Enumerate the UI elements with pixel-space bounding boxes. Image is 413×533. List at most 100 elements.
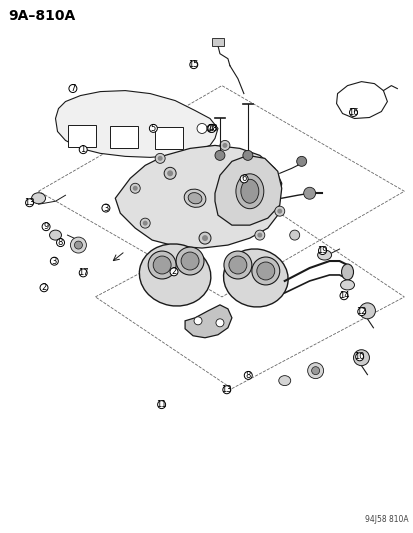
Bar [155,127,183,149]
Bar [211,38,223,46]
Text: 3: 3 [52,257,57,265]
Circle shape [167,171,173,176]
Circle shape [207,124,216,132]
Text: 6: 6 [241,174,246,183]
Circle shape [199,232,211,244]
Ellipse shape [139,244,210,306]
Circle shape [307,362,323,378]
Circle shape [256,262,274,280]
Circle shape [42,223,50,231]
Circle shape [74,241,82,249]
Circle shape [79,146,87,154]
Circle shape [216,319,223,327]
Text: 17: 17 [78,269,88,277]
Ellipse shape [317,250,331,260]
Text: 3: 3 [103,204,108,213]
Polygon shape [185,305,231,338]
Polygon shape [214,156,281,225]
Ellipse shape [340,280,354,290]
Circle shape [274,206,284,216]
Circle shape [153,256,171,274]
Circle shape [228,256,246,274]
Text: 19: 19 [316,246,327,255]
Ellipse shape [50,230,62,240]
Circle shape [289,230,299,240]
Circle shape [339,292,347,300]
Text: 10: 10 [354,352,364,361]
Circle shape [149,124,157,132]
Circle shape [223,251,251,279]
Circle shape [353,350,368,366]
Circle shape [244,372,252,379]
Circle shape [296,156,306,166]
Text: 4: 4 [208,124,213,133]
Bar [110,126,138,148]
Polygon shape [55,91,217,157]
Polygon shape [115,146,281,248]
Circle shape [311,367,319,375]
Text: 5: 5 [150,124,156,133]
Circle shape [254,230,264,240]
Text: 94J58 810A: 94J58 810A [364,515,407,524]
Circle shape [357,308,365,316]
Text: 16: 16 [347,108,358,117]
Text: 13: 13 [24,198,35,207]
Circle shape [130,183,140,193]
Text: 18: 18 [206,124,217,133]
Circle shape [194,317,202,325]
Text: 2: 2 [171,268,176,276]
Circle shape [26,199,33,207]
Ellipse shape [341,264,353,280]
Text: 11: 11 [156,400,166,409]
Circle shape [355,353,363,361]
Text: 9: 9 [43,222,49,231]
Circle shape [240,175,247,183]
Circle shape [142,221,147,225]
Circle shape [303,187,315,199]
Circle shape [206,124,215,132]
Text: 12: 12 [356,307,366,316]
Circle shape [349,108,356,116]
Ellipse shape [240,179,258,203]
Ellipse shape [31,193,45,204]
Circle shape [197,124,206,133]
Circle shape [69,85,77,93]
Circle shape [157,401,165,409]
Circle shape [176,247,204,275]
Circle shape [79,269,87,277]
Circle shape [202,235,207,241]
Text: 9A–810A: 9A–810A [9,9,76,23]
Circle shape [102,204,109,212]
Circle shape [358,303,375,319]
Ellipse shape [188,192,202,204]
Text: 15: 15 [188,60,199,69]
Circle shape [242,150,252,160]
Circle shape [170,268,178,276]
Circle shape [257,232,262,238]
Ellipse shape [223,249,287,307]
Circle shape [40,284,48,292]
Circle shape [50,257,58,265]
Text: 14: 14 [338,291,349,300]
Ellipse shape [235,174,263,209]
Text: 7: 7 [70,84,76,93]
Circle shape [164,167,176,179]
Circle shape [251,257,279,285]
Circle shape [219,140,229,150]
Text: 1: 1 [81,145,85,154]
Text: 13: 13 [221,385,232,394]
Circle shape [133,186,138,191]
Circle shape [155,154,165,163]
Circle shape [318,247,326,255]
Ellipse shape [278,376,290,385]
Text: 8: 8 [58,238,63,247]
Text: 2: 2 [41,283,47,292]
Circle shape [157,156,162,161]
Text: 8: 8 [245,371,250,380]
Bar [68,125,96,148]
Ellipse shape [184,189,205,207]
Circle shape [57,239,64,247]
Circle shape [140,218,150,228]
Circle shape [70,237,86,253]
Circle shape [148,251,176,279]
